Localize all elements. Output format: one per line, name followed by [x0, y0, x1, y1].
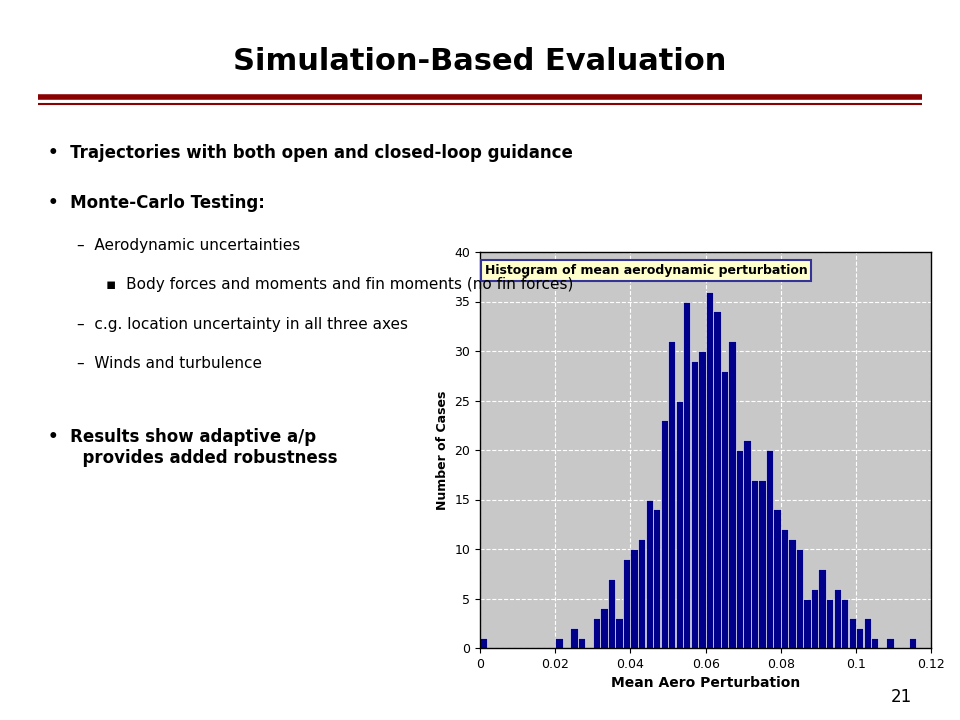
- Bar: [615, 618, 623, 648]
- Bar: [833, 589, 841, 648]
- Bar: [480, 638, 488, 648]
- Bar: [909, 638, 916, 648]
- Bar: [721, 371, 728, 648]
- Text: ▪  Body forces and moments and fin moments (no fin forces): ▪ Body forces and moments and fin moment…: [106, 277, 573, 292]
- Bar: [631, 549, 637, 648]
- Bar: [766, 450, 773, 648]
- Bar: [774, 510, 780, 648]
- Y-axis label: Number of Cases: Number of Cases: [436, 390, 449, 510]
- Text: Histogram of mean aerodynamic perturbation: Histogram of mean aerodynamic perturbati…: [485, 264, 807, 277]
- Bar: [653, 510, 660, 648]
- Bar: [676, 400, 683, 648]
- Bar: [819, 569, 826, 648]
- Bar: [570, 628, 578, 648]
- Text: –  Winds and turbulence: – Winds and turbulence: [77, 356, 262, 372]
- Bar: [645, 500, 653, 648]
- Bar: [593, 618, 600, 648]
- Bar: [690, 361, 698, 648]
- Bar: [841, 598, 849, 648]
- Bar: [713, 311, 721, 648]
- Bar: [684, 302, 690, 648]
- Text: –  Aerodynamic uncertainties: – Aerodynamic uncertainties: [77, 238, 300, 253]
- Bar: [780, 529, 788, 648]
- Bar: [758, 480, 766, 648]
- Bar: [811, 589, 818, 648]
- Bar: [788, 539, 796, 648]
- Bar: [856, 628, 863, 648]
- Bar: [668, 341, 676, 648]
- Bar: [729, 341, 735, 648]
- Bar: [608, 579, 615, 648]
- Bar: [751, 480, 758, 648]
- Text: •  Results show adaptive a/p
      provides added robustness: • Results show adaptive a/p provides add…: [48, 428, 338, 467]
- Bar: [578, 638, 586, 648]
- Bar: [638, 539, 645, 648]
- Bar: [600, 608, 608, 648]
- Bar: [804, 598, 811, 648]
- Text: Simulation-Based Evaluation: Simulation-Based Evaluation: [233, 47, 727, 76]
- Text: •  Trajectories with both open and closed-loop guidance: • Trajectories with both open and closed…: [48, 144, 573, 162]
- Bar: [796, 549, 804, 648]
- Bar: [698, 351, 706, 648]
- Bar: [660, 420, 668, 648]
- Bar: [886, 638, 894, 648]
- X-axis label: Mean Aero Perturbation: Mean Aero Perturbation: [611, 676, 801, 690]
- Bar: [706, 292, 713, 648]
- Text: –  c.g. location uncertainty in all three axes: – c.g. location uncertainty in all three…: [77, 317, 408, 332]
- Bar: [623, 559, 631, 648]
- Text: 21: 21: [891, 688, 912, 706]
- Bar: [864, 618, 871, 648]
- Bar: [871, 638, 878, 648]
- Bar: [826, 598, 833, 648]
- Bar: [743, 440, 751, 648]
- Text: •  Monte-Carlo Testing:: • Monte-Carlo Testing:: [48, 194, 265, 212]
- Bar: [735, 450, 743, 648]
- Bar: [555, 638, 563, 648]
- Bar: [849, 618, 856, 648]
